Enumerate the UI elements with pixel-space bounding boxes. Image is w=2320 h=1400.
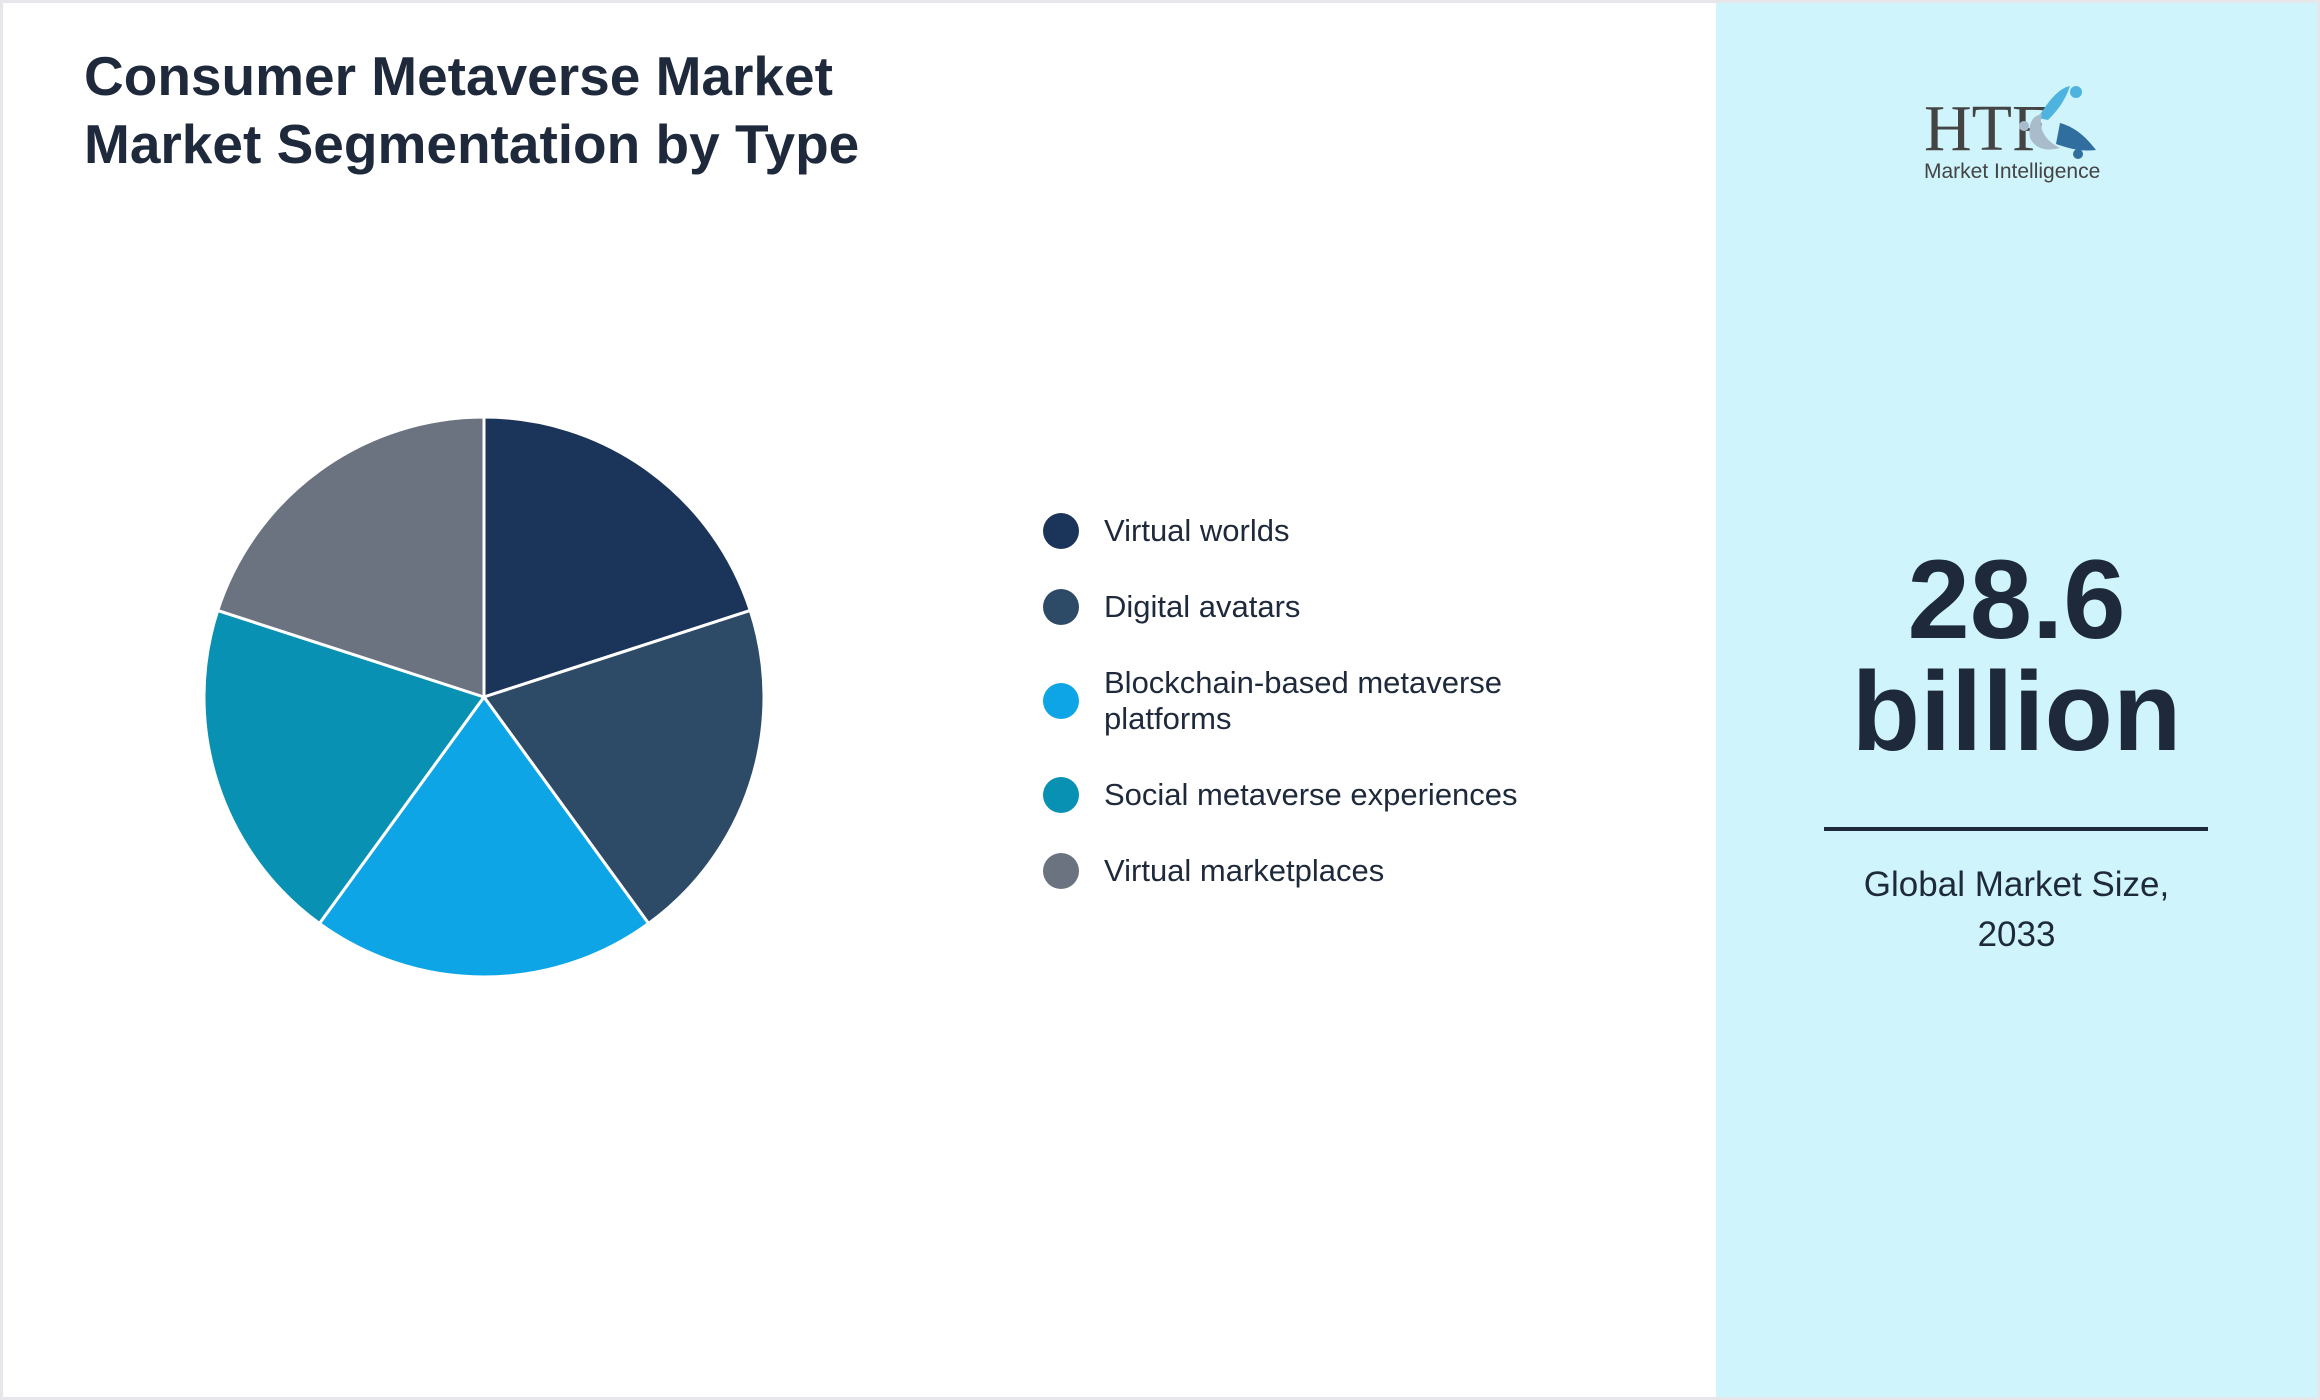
divider [1824, 827, 2208, 831]
title-line-1: Consumer Metaverse Market [84, 45, 833, 107]
title-line-2: Market Segmentation by Type [84, 113, 860, 175]
legend-item: Virtual worlds [1043, 513, 1603, 549]
market-size-caption: Global Market Size, 2033 [1716, 860, 2317, 960]
legend-label: Virtual worlds [1104, 513, 1290, 548]
legend-swatch [1043, 683, 1079, 719]
htf-logo: HTF Market Intelligence [1920, 78, 2110, 193]
chart-title: Consumer Metaverse Market Market Segment… [84, 42, 859, 178]
legend-swatch [1043, 589, 1079, 625]
legend-label: Social metaverse experiences [1104, 777, 1518, 812]
legend-item: Digital avatars [1043, 589, 1603, 625]
pie-slice [317, 694, 651, 979]
legend-item: Social metaverse experiences [1043, 777, 1603, 813]
pie-chart [202, 415, 766, 979]
legend-item: Blockchain-based metaverse platforms [1043, 665, 1603, 737]
market-size-value: 28.6 [1907, 537, 2126, 662]
legend-label: Blockchain-based metaverse platforms [1104, 665, 1503, 736]
pie-slice [482, 415, 753, 700]
caption-line-2: 2033 [1977, 915, 2056, 954]
pie-slice [481, 608, 766, 926]
pie-slice [202, 608, 487, 926]
legend-label: Virtual marketplaces [1104, 853, 1385, 888]
summary-panel [1716, 3, 2317, 1397]
legend-label: Digital avatars [1104, 589, 1301, 624]
caption-line-1: Global Market Size, [1863, 865, 2170, 904]
market-size-unit: billion [1851, 649, 2182, 774]
legend-swatch [1043, 513, 1079, 549]
legend-item: Virtual marketplaces [1043, 853, 1603, 889]
legend-swatch [1043, 853, 1079, 889]
pie-slice [215, 415, 486, 700]
legend-swatch [1043, 777, 1079, 813]
logo-tagline: Market Intelligence [1924, 160, 2100, 183]
